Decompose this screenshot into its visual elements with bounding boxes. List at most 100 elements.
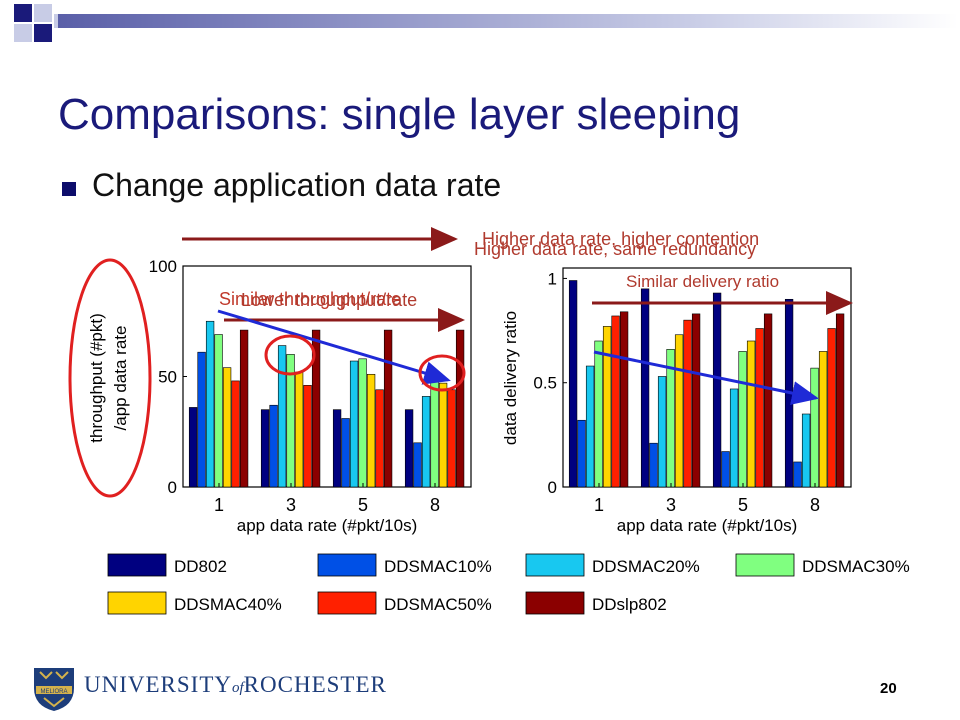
bar [277,345,287,488]
annotation-left-b: Lower throughput/rate [241,290,418,310]
legend-swatch [317,591,377,615]
bar [649,442,658,488]
bar [214,334,223,488]
bar [358,358,367,488]
bar [311,329,321,488]
blue-trend-arrow [593,350,819,405]
legend-label: DDslp802 [592,595,667,614]
bar [793,461,802,488]
bar [602,326,612,488]
university-seal-logo: MELIORA [34,668,74,711]
bar [666,349,675,488]
bar [383,329,393,488]
highlight-circle [264,334,316,376]
highlight-circle [68,258,152,498]
legend-label: DDSMAC20% [592,557,700,576]
bar [721,451,730,488]
bar [712,292,722,488]
legend-swatch [107,591,167,615]
bar [231,380,240,488]
y-tick-label: 0.5 [533,374,557,393]
bar [349,360,359,488]
bar [568,280,578,488]
bar [375,389,384,488]
y-tick-label: 0 [548,478,557,497]
legend-label: DD802 [174,557,227,576]
plot-frame [562,267,852,488]
x-tick-label: 3 [666,495,676,515]
bar [197,351,206,488]
corner-square-decoration [34,24,52,42]
slide-title: Comparisons: single layer sleeping [58,90,741,139]
x-axis-label: app data rate (#pkt/10s) [237,516,418,535]
corner-square-decoration [14,24,32,42]
chart-legend: DD802 DDSMAC10% DDSMAC20% DDSMAC30% DDSMAC40… [107,553,910,615]
bar [611,315,620,488]
page-number: 20 [880,680,897,697]
throughput-chart: 1 3 5 8 0 50 100 app data rate (#pkt/10s) throug… [87,257,472,535]
bar [619,311,629,488]
bar [746,340,756,488]
legend-swatch [525,553,585,577]
x-tick-label: 8 [430,495,440,515]
legend-swatch [107,553,167,577]
blue-trend-arrow [217,309,451,385]
bar [404,409,414,488]
bar [303,385,312,488]
bar [657,376,667,488]
x-axis-label: app data rate (#pkt/10s) [617,516,798,535]
x-tick-label: 1 [214,495,224,515]
legend-label: DDSMAC40% [174,595,282,614]
bar [835,313,845,488]
x-tick-label: 8 [810,495,820,515]
bar [294,371,304,488]
bar [455,329,465,488]
bar [763,313,773,488]
bar [818,351,828,488]
bar [577,419,586,488]
bar [430,373,439,488]
legend-swatch [525,591,585,615]
bar [683,319,692,488]
legend-label: DDSMAC50% [384,595,492,614]
x-tick-label: 3 [286,495,296,515]
bar [674,334,684,488]
highlight-circle [418,354,466,392]
bar [801,413,811,488]
bar [810,367,819,488]
bar [269,404,278,488]
bar [260,409,270,488]
bullet-square-icon [62,182,76,196]
bar [421,396,431,488]
bar [447,389,456,488]
bar [755,328,764,488]
bar [827,328,836,488]
university-name: UNIVERSITYofROCHESTER [84,672,387,697]
corner-square-decoration [14,4,32,22]
y-tick-label: 1 [548,269,557,288]
legend-swatch [317,553,377,577]
delivery-ratio-chart: 1 3 5 8 0 0.5 1 app data rate (#pkt/10s) data de… [501,267,852,535]
bar [738,351,747,488]
x-tick-label: 1 [594,495,604,515]
legend-swatch [735,553,795,577]
bar [691,313,701,488]
seal-text: MELIORA [40,689,67,695]
bar [366,373,376,488]
bar [341,418,350,488]
bar [594,340,603,488]
bar [729,388,739,488]
bar [438,382,448,488]
y-axis-label: data delivery ratio [501,311,520,445]
bar [188,407,198,488]
legend-label: DDSMAC30% [802,557,910,576]
bar [222,367,232,488]
y-tick-label: 50 [158,368,177,387]
x-tick-label: 5 [738,495,748,515]
x-tick-label: 5 [358,495,368,515]
y-axis-label: throughput (#pkt)/app data rate [87,313,130,442]
annotation-right: Similar delivery ratio [626,272,780,291]
bar [332,409,342,488]
annotation-left-a: Similar throughput/rate [219,289,402,309]
